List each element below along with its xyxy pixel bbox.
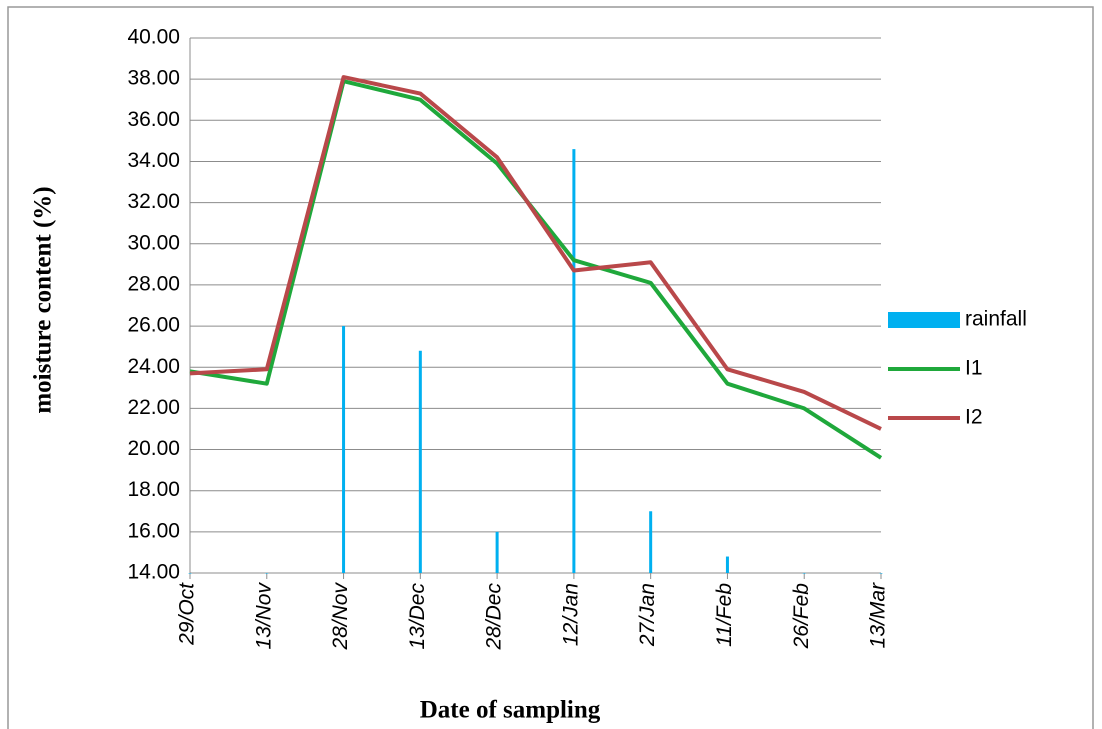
x-tick-label: 26/Feb (790, 583, 813, 650)
y-tick-label: 34.00 (127, 149, 180, 172)
bar (265, 573, 269, 574)
y-tick-label: 32.00 (127, 190, 180, 213)
y-tick-label: 40.00 (127, 26, 180, 49)
x-tick-label: 13/Dec (406, 583, 429, 650)
legend-label: rainfall (965, 308, 1027, 331)
x-tick-label: 13/Nov (252, 582, 275, 650)
bar (342, 326, 346, 573)
x-tick-label: 27/Jan (636, 583, 659, 647)
y-tick-label: 38.00 (127, 67, 180, 90)
x-tick-label: 12/Jan (559, 583, 582, 646)
y-tick-label: 28.00 (127, 272, 180, 295)
bar (802, 573, 806, 574)
x-tick-label: 28/Dec (483, 583, 506, 651)
x-tick-label: 28/Nov (329, 582, 352, 651)
line (189, 75, 882, 431)
bar (725, 556, 729, 573)
bar (649, 511, 653, 573)
y-tick-label: 14.00 (127, 561, 180, 584)
x-tick-label: 11/Feb (713, 583, 736, 647)
y-axis-title: moisture content (%) (30, 186, 57, 413)
x-tick-label: 29/Oct (176, 582, 199, 646)
y-tick-label: 36.00 (127, 108, 180, 131)
frame (7, 6, 1094, 729)
bar (418, 350, 422, 573)
bar (879, 573, 883, 574)
y-tick-label: 24.00 (127, 355, 180, 378)
y-tick-label: 22.00 (127, 396, 180, 419)
y-tick-label: 26.00 (127, 314, 180, 337)
bar (188, 573, 192, 574)
bar (572, 149, 576, 573)
y-tick-label: 20.00 (127, 437, 180, 460)
y-tick-label: 30.00 (127, 231, 180, 254)
y-tick-label: 16.00 (127, 519, 180, 542)
x-axis-title: Date of sampling (420, 697, 601, 724)
legend-swatch (888, 312, 960, 328)
bar (495, 531, 499, 573)
legend-label: I2 (965, 406, 983, 429)
x-tick-label: 13/Mar (867, 582, 890, 648)
legend-label: I1 (965, 357, 983, 380)
y-tick-label: 18.00 (127, 478, 180, 501)
